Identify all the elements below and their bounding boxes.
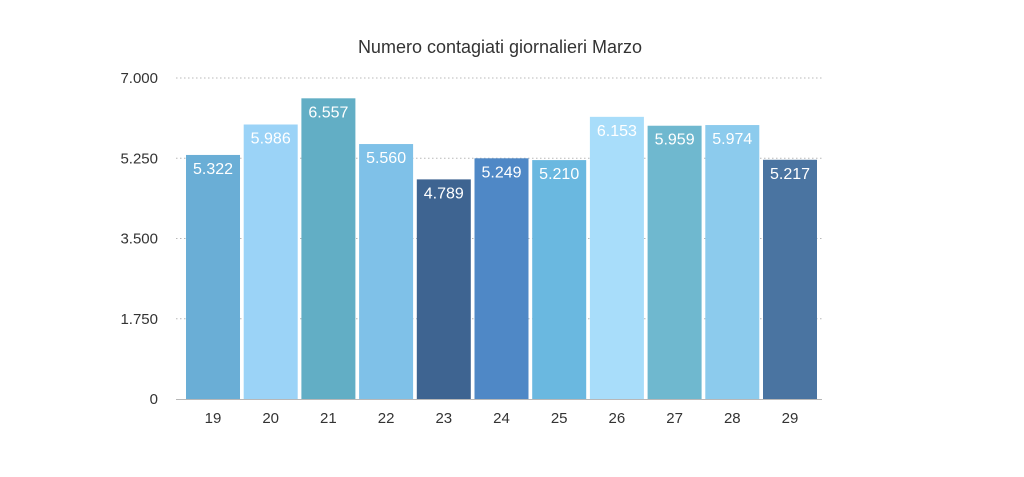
bar xyxy=(416,179,471,399)
y-tick-label: 0 xyxy=(150,391,158,408)
x-tick-label: 28 xyxy=(724,410,741,427)
x-tick-label: 21 xyxy=(320,410,337,427)
data-label: 5.974 xyxy=(712,131,752,148)
y-tick-label: 7.000 xyxy=(120,70,158,87)
data-label: 5.217 xyxy=(770,166,810,183)
data-label: 5.322 xyxy=(193,161,233,178)
bar xyxy=(647,125,702,399)
data-label: 5.959 xyxy=(655,132,695,149)
x-tick-label: 19 xyxy=(205,410,222,427)
bar xyxy=(532,160,587,399)
bar xyxy=(763,159,817,399)
data-label: 6.153 xyxy=(597,123,637,140)
bar xyxy=(589,116,644,399)
x-tick-label: 23 xyxy=(435,410,452,427)
bar xyxy=(359,144,414,399)
x-axis-ticks: 19 20 21 22 23 24 25 26 27 28 29 xyxy=(205,410,799,427)
y-axis-ticks: 0 1.750 3.500 5.250 7.000 xyxy=(120,70,158,408)
x-tick-label: 26 xyxy=(609,410,626,427)
chart-title: Numero contagiati giornalieri Marzo xyxy=(358,37,642,57)
data-label: 4.789 xyxy=(424,185,464,202)
y-tick-label: 3.500 xyxy=(120,231,158,248)
data-labels: 5.322 5.986 6.557 5.560 4.789 5.249 5.210 6.153… xyxy=(193,104,810,202)
data-label: 5.210 xyxy=(539,166,579,183)
x-tick-label: 29 xyxy=(782,410,799,427)
data-label: 5.249 xyxy=(481,164,521,181)
data-label: 5.560 xyxy=(366,150,406,167)
x-tick-label: 20 xyxy=(262,410,279,427)
data-label: 5.986 xyxy=(251,130,291,147)
data-label: 6.557 xyxy=(308,104,348,121)
x-tick-label: 25 xyxy=(551,410,568,427)
y-tick-label: 1.750 xyxy=(120,311,158,328)
bars xyxy=(186,98,817,400)
x-tick-label: 24 xyxy=(493,410,510,427)
y-tick-label: 5.250 xyxy=(120,150,158,167)
bar xyxy=(474,158,529,399)
bar xyxy=(705,125,760,399)
bar xyxy=(186,154,240,399)
x-tick-label: 22 xyxy=(378,410,395,427)
x-tick-label: 27 xyxy=(666,410,683,427)
bar xyxy=(301,98,356,400)
bar xyxy=(243,124,298,399)
